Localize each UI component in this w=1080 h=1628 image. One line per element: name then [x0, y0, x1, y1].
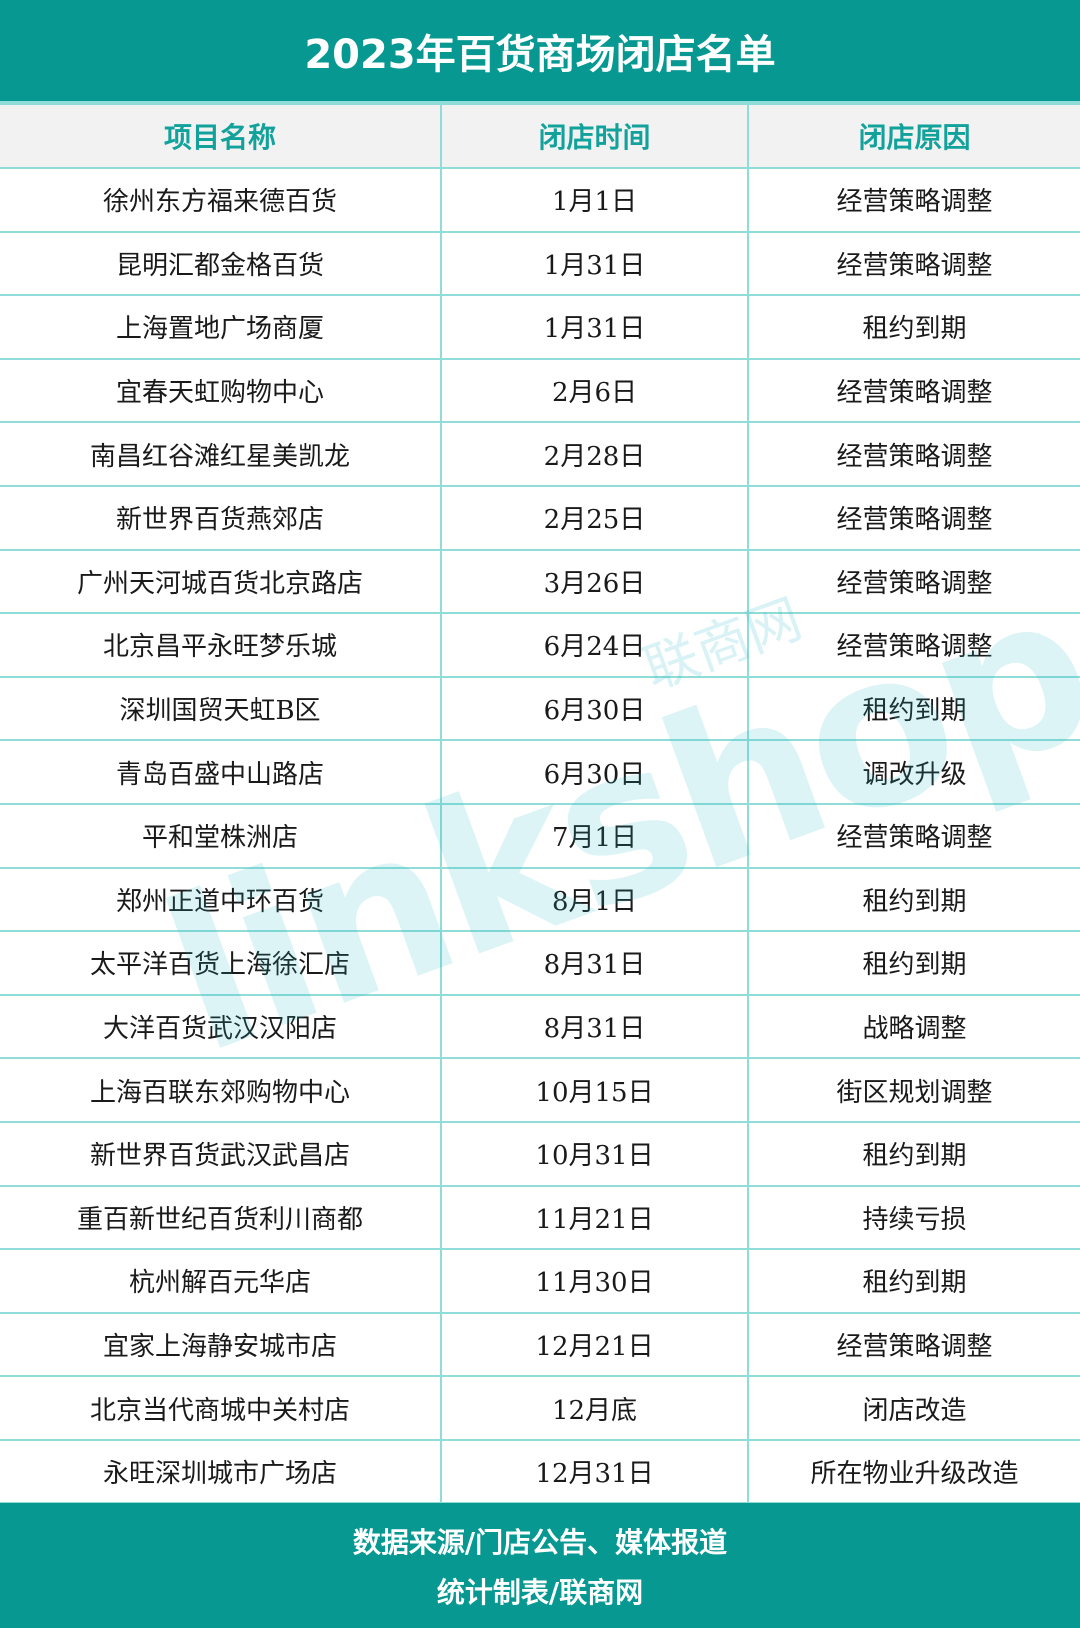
column-header-date: 闭店时间	[440, 103, 749, 169]
cell-reason: 经营策略调整	[747, 230, 1080, 297]
cell-reason: 所在物业升级改造	[747, 1438, 1080, 1505]
cell-date: 12月底	[440, 1375, 749, 1441]
table-row: 徐州东方福来德百货 1月1日 经营策略调整	[0, 167, 1080, 233]
cell-date: 8月31日	[440, 993, 749, 1060]
table-row: 宜春天虹购物中心 2月6日 经营策略调整	[0, 357, 1080, 424]
cell-reason: 战略调整	[747, 993, 1080, 1060]
table-row: 广州天河城百货北京路店 3月26日 经营策略调整	[0, 548, 1080, 615]
footer-source: 数据来源/门店公告、媒体报道	[352, 1525, 728, 1559]
table-row: 南昌红谷滩红星美凯龙 2月28日 经营策略调整	[0, 421, 1080, 487]
table-row: 昆明汇都金格百货 1月31日 经营策略调整	[0, 230, 1080, 297]
table-row: 上海百联东郊购物中心 10月15日 街区规划调整	[0, 1057, 1080, 1123]
cell-date: 2月6日	[440, 357, 749, 424]
closure-table: 项目名称 闭店时间 闭店原因 徐州东方福来德百货 1月1日 经营策略调整 昆明汇都金格…	[0, 103, 1080, 1505]
cell-name: 宜春天虹购物中心	[0, 357, 442, 424]
cell-date: 8月1日	[440, 866, 749, 933]
cell-date: 11月21日	[440, 1184, 749, 1251]
cell-reason: 经营策略调整	[747, 357, 1080, 424]
cell-date: 2月25日	[440, 484, 749, 551]
cell-reason: 租约到期	[747, 675, 1080, 742]
cell-reason: 租约到期	[747, 1248, 1080, 1314]
table-row: 永旺深圳城市广场店 12月31日 所在物业升级改造	[0, 1438, 1080, 1505]
cell-reason: 经营策略调整	[747, 484, 1080, 551]
cell-name: 大洋百货武汉汉阳店	[0, 993, 442, 1060]
cell-name: 新世界百货燕郊店	[0, 484, 442, 551]
table-header-row: 项目名称 闭店时间 闭店原因	[0, 103, 1080, 169]
cell-name: 南昌红谷滩红星美凯龙	[0, 421, 442, 487]
cell-reason: 经营策略调整	[747, 167, 1080, 233]
cell-reason: 经营策略调整	[747, 548, 1080, 615]
cell-date: 6月30日	[440, 739, 749, 805]
cell-name: 杭州解百元华店	[0, 1248, 442, 1314]
table-title: 2023年百货商场闭店名单	[0, 0, 1080, 103]
cell-reason: 租约到期	[747, 930, 1080, 996]
cell-date: 11月30日	[440, 1248, 749, 1314]
cell-reason: 闭店改造	[747, 1375, 1080, 1441]
cell-name: 北京昌平永旺梦乐城	[0, 612, 442, 678]
cell-date: 1月1日	[440, 167, 749, 233]
cell-name: 宜家上海静安城市店	[0, 1311, 442, 1378]
cell-reason: 街区规划调整	[747, 1057, 1080, 1123]
cell-date: 12月21日	[440, 1311, 749, 1378]
cell-name: 太平洋百货上海徐汇店	[0, 930, 442, 996]
cell-name: 昆明汇都金格百货	[0, 230, 442, 297]
cell-name: 北京当代商城中关村店	[0, 1375, 442, 1441]
cell-reason: 租约到期	[747, 866, 1080, 933]
cell-date: 2月28日	[440, 421, 749, 487]
cell-date: 10月31日	[440, 1120, 749, 1187]
table-row: 平和堂株洲店 7月1日 经营策略调整	[0, 802, 1080, 869]
cell-name: 广州天河城百货北京路店	[0, 548, 442, 615]
cell-date: 3月26日	[440, 548, 749, 615]
cell-name: 永旺深圳城市广场店	[0, 1438, 442, 1505]
table-row: 太平洋百货上海徐汇店 8月31日 租约到期	[0, 930, 1080, 996]
cell-name: 郑州正道中环百货	[0, 866, 442, 933]
cell-reason: 经营策略调整	[747, 421, 1080, 487]
cell-name: 上海置地广场商厦	[0, 294, 442, 360]
cell-name: 平和堂株洲店	[0, 802, 442, 869]
cell-reason: 经营策略调整	[747, 612, 1080, 678]
cell-name: 重百新世纪百货利川商都	[0, 1184, 442, 1251]
cell-reason: 租约到期	[747, 1120, 1080, 1187]
cell-name: 新世界百货武汉武昌店	[0, 1120, 442, 1187]
cell-reason: 经营策略调整	[747, 802, 1080, 869]
table-row: 杭州解百元华店 11月30日 租约到期	[0, 1248, 1080, 1314]
cell-name: 深圳国贸天虹B区	[0, 675, 442, 742]
cell-reason: 经营策略调整	[747, 1311, 1080, 1378]
cell-reason: 调改升级	[747, 739, 1080, 805]
cell-date: 10月15日	[440, 1057, 749, 1123]
table-row: 深圳国贸天虹B区 6月30日 租约到期	[0, 675, 1080, 742]
table-row: 北京当代商城中关村店 12月底 闭店改造	[0, 1375, 1080, 1441]
cell-name: 青岛百盛中山路店	[0, 739, 442, 805]
table-row: 青岛百盛中山路店 6月30日 调改升级	[0, 739, 1080, 805]
footer: 数据来源/门店公告、媒体报道 统计制表/联商网	[0, 1503, 1080, 1628]
cell-date: 12月31日	[440, 1438, 749, 1505]
column-header-name: 项目名称	[0, 103, 442, 169]
column-header-reason: 闭店原因	[747, 103, 1080, 169]
cell-date: 6月30日	[440, 675, 749, 742]
table-row: 上海置地广场商厦 1月31日 租约到期	[0, 294, 1080, 360]
cell-date: 6月24日	[440, 612, 749, 678]
cell-date: 1月31日	[440, 294, 749, 360]
footer-credit: 统计制表/联商网	[436, 1575, 644, 1609]
cell-reason: 租约到期	[747, 294, 1080, 360]
table-row: 郑州正道中环百货 8月1日 租约到期	[0, 866, 1080, 933]
cell-date: 7月1日	[440, 802, 749, 869]
cell-name: 上海百联东郊购物中心	[0, 1057, 442, 1123]
table-row: 大洋百货武汉汉阳店 8月31日 战略调整	[0, 993, 1080, 1060]
cell-date: 1月31日	[440, 230, 749, 297]
table-row: 北京昌平永旺梦乐城 6月24日 经营策略调整	[0, 612, 1080, 678]
table-row: 新世界百货武汉武昌店 10月31日 租约到期	[0, 1120, 1080, 1187]
table-row: 新世界百货燕郊店 2月25日 经营策略调整	[0, 484, 1080, 551]
cell-date: 8月31日	[440, 930, 749, 996]
cell-reason: 持续亏损	[747, 1184, 1080, 1251]
cell-name: 徐州东方福来德百货	[0, 167, 442, 233]
table-row: 宜家上海静安城市店 12月21日 经营策略调整	[0, 1311, 1080, 1378]
table-row: 重百新世纪百货利川商都 11月21日 持续亏损	[0, 1184, 1080, 1251]
